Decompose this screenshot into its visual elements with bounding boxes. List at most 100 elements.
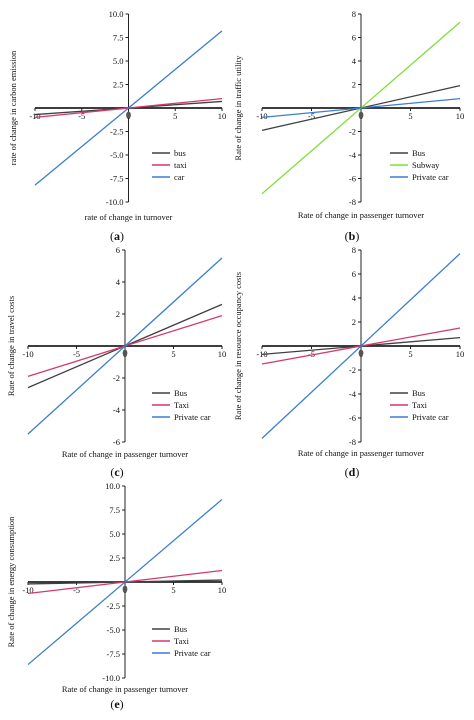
y-tick-label: -6	[349, 413, 356, 423]
y-tick-label: 2	[352, 317, 356, 327]
y-tick-label: -4	[349, 389, 357, 399]
y-tick-label: -8	[349, 437, 356, 447]
series-line-private-car	[27, 498, 223, 666]
x-axis-title: rate of change in turnover	[85, 212, 173, 222]
legend-entry: car	[174, 172, 185, 182]
legend-entry: Subway	[412, 160, 440, 170]
x-tick-label: 10	[456, 111, 465, 121]
legend-entry: Bus	[412, 388, 425, 398]
y-tick-label: -2	[349, 365, 356, 375]
x-tick-label: 10	[218, 349, 227, 359]
y-tick-label: 7.5	[113, 33, 124, 43]
panel-caption: (c)	[110, 465, 123, 479]
legend-entry: Private car	[174, 648, 211, 658]
legend-entry: bus	[174, 148, 186, 158]
y-tick-label: 5.0	[113, 56, 124, 66]
y-tick-label: -10.0	[102, 673, 120, 683]
y-tick-label: -6	[113, 437, 120, 447]
y-tick-label: -6	[349, 174, 356, 184]
x-tick-label: -5	[78, 111, 85, 121]
x-tick-label: -10	[256, 111, 267, 121]
y-tick-label: -5.0	[107, 625, 120, 635]
y-tick-label: -7.5	[107, 649, 120, 659]
y-tick-label: 2.5	[113, 80, 124, 90]
y-tick-label: 4	[352, 293, 357, 303]
x-tick-label: -5	[308, 349, 315, 359]
legend-entry: Private car	[412, 172, 449, 182]
y-tick-label: -2.5	[107, 601, 120, 611]
legend-entry: Private car	[412, 412, 449, 422]
series-line-car	[34, 30, 223, 186]
x-axis-title: Rate of change in passenger turnover	[298, 210, 424, 220]
series-line-private-car	[261, 97, 461, 119]
y-tick-label: -5.0	[110, 150, 123, 160]
series-line-private-car	[27, 257, 223, 435]
y-tick-label: 7.5	[109, 505, 120, 515]
origin-marker	[358, 111, 364, 119]
y-tick-label: 6	[116, 245, 120, 255]
y-tick-label: -7.5	[110, 174, 123, 184]
x-tick-label: 5	[173, 111, 177, 121]
y-axis-title: rate of change in carbon emission	[8, 50, 18, 165]
x-tick-label: -10	[22, 585, 33, 595]
legend-entry: Private car	[174, 412, 211, 422]
x-tick-label: -5	[73, 349, 80, 359]
legend-entry: Taxi	[174, 636, 190, 646]
legend-entry: Bus	[174, 388, 187, 398]
series-line-private-car	[261, 253, 461, 439]
y-tick-label: 6	[352, 33, 356, 43]
x-axis-title: Rate of change in passenger turnover	[62, 684, 188, 694]
chart-panel-c: 642-2-4-6-10-50510BusTaxiPrivate carRate…	[6, 245, 226, 479]
x-tick-label: 5	[408, 111, 412, 121]
y-tick-label: 8	[352, 245, 356, 255]
x-tick-label: 5	[171, 585, 175, 595]
y-tick-label: -2	[113, 373, 120, 383]
x-tick-label: 10	[218, 111, 227, 121]
y-tick-label: 2	[352, 80, 356, 90]
x-tick-label: -10	[22, 349, 33, 359]
y-tick-label: 8	[352, 9, 356, 19]
legend-entry: Bus	[412, 148, 425, 158]
y-tick-label: 10.0	[109, 9, 124, 19]
legend-entry: Bus	[174, 624, 187, 634]
y-tick-label: -10.0	[106, 197, 124, 207]
y-tick-label: -4	[113, 405, 121, 415]
y-tick-label: -8	[349, 197, 356, 207]
y-tick-label: 5.0	[109, 529, 120, 539]
chart-panel-a: 10.07.55.02.5-2.5-5.0-7.5-10.0-10-50510b…	[8, 9, 226, 243]
y-tick-label: 4	[352, 56, 357, 66]
legend-entry: Taxi	[174, 400, 190, 410]
origin-marker	[126, 111, 131, 119]
origin-marker	[122, 585, 128, 593]
y-axis-title: Rate of change in energy consumption	[6, 516, 16, 648]
x-tick-label: 10	[218, 585, 227, 595]
origin-marker	[358, 349, 364, 357]
legend-entry: taxi	[174, 160, 187, 170]
x-tick-label: 5	[408, 349, 412, 359]
y-tick-label: 10.0	[105, 481, 120, 491]
y-axis-title: Rate of change in travel costs	[6, 296, 16, 396]
y-tick-label: 4	[116, 277, 121, 287]
y-tick-label: 2.5	[109, 553, 120, 563]
panel-caption: (d)	[345, 465, 360, 479]
y-tick-label: -4	[349, 150, 357, 160]
y-axis-title: Rate of change in traffic utility	[233, 55, 243, 161]
panel-caption: (b)	[345, 229, 360, 243]
y-tick-label: 2	[116, 309, 120, 319]
x-tick-label: 5	[171, 349, 175, 359]
x-axis-title: Rate of change in passenger turnover	[62, 449, 188, 459]
chart-panel-e: 10.07.55.02.5-2.5-5.0-7.5-10.0-10-50510B…	[6, 481, 226, 711]
panel-caption: (e)	[110, 697, 123, 711]
y-tick-label: -2	[349, 127, 356, 137]
x-tick-label: 10	[456, 349, 465, 359]
x-tick-label: -5	[308, 111, 315, 121]
x-tick-label: -5	[73, 585, 80, 595]
y-axis-title: Rate of change in resource occupancy cos…	[233, 272, 243, 420]
origin-marker	[122, 349, 128, 357]
legend-entry: Taxi	[412, 400, 428, 410]
y-tick-label: -2.5	[110, 127, 123, 137]
y-tick-label: 6	[352, 269, 356, 279]
